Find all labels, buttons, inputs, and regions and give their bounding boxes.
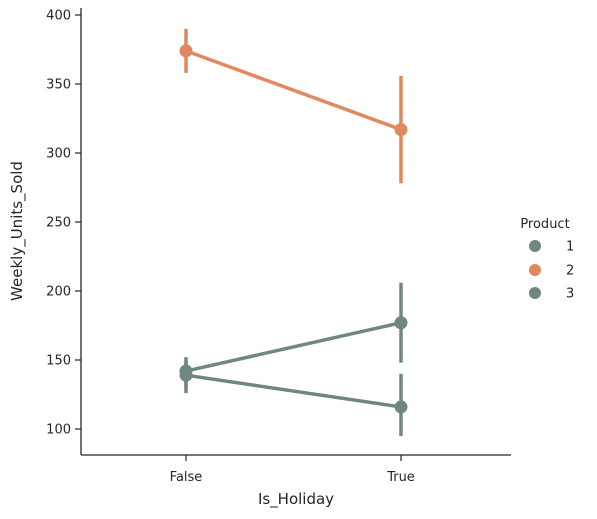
y-tick-label: 300: [46, 147, 71, 162]
y-tick-label: 350: [46, 78, 71, 93]
data-point: [394, 400, 408, 414]
legend-marker: [529, 287, 541, 299]
y-tick-label: 250: [46, 216, 71, 231]
y-tick-label: 200: [46, 285, 71, 300]
x-tick-label: True: [386, 470, 415, 485]
series-3: [179, 361, 408, 436]
axes-layer: [80, 8, 511, 456]
legend-marker: [529, 264, 541, 276]
legend-label: 3: [566, 287, 574, 302]
legend-label: 1: [566, 240, 574, 255]
legend-marker: [529, 240, 541, 252]
y-axis-label: Weekly_Units_Sold: [8, 161, 27, 301]
legend: Product 1 2 3: [520, 217, 574, 302]
data-point: [179, 44, 193, 58]
x-tick-label: False: [170, 470, 203, 485]
series-line: [185, 49, 402, 132]
data-point: [179, 368, 193, 382]
legend-label: 2: [566, 264, 574, 279]
y-tick-label: 100: [46, 423, 71, 438]
legend-title: Product: [520, 217, 569, 232]
y-ticks: 100 150 200 250 300 350 400: [46, 9, 81, 438]
y-tick-label: 150: [46, 354, 71, 369]
series-layer: [179, 28, 408, 436]
legend-entries: 1 2 3: [529, 240, 574, 302]
series-line: [185, 373, 402, 409]
x-axis-label: Is_Holiday: [258, 490, 334, 509]
series-line: [185, 321, 402, 373]
data-point: [394, 316, 408, 330]
data-point: [394, 123, 408, 137]
x-ticks: False True: [170, 455, 415, 485]
series-1: [179, 282, 408, 388]
series-2: [179, 28, 408, 184]
y-tick-label: 400: [46, 9, 71, 24]
